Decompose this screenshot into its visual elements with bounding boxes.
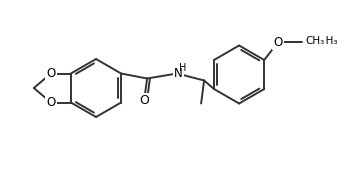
Text: O: O	[274, 36, 283, 49]
Text: N: N	[174, 67, 182, 80]
Text: OCH₃: OCH₃	[310, 36, 338, 46]
Text: O: O	[46, 67, 55, 80]
Text: CH₃: CH₃	[305, 36, 325, 46]
Text: O: O	[139, 94, 149, 107]
Text: O: O	[46, 96, 55, 109]
Text: H: H	[180, 62, 187, 73]
